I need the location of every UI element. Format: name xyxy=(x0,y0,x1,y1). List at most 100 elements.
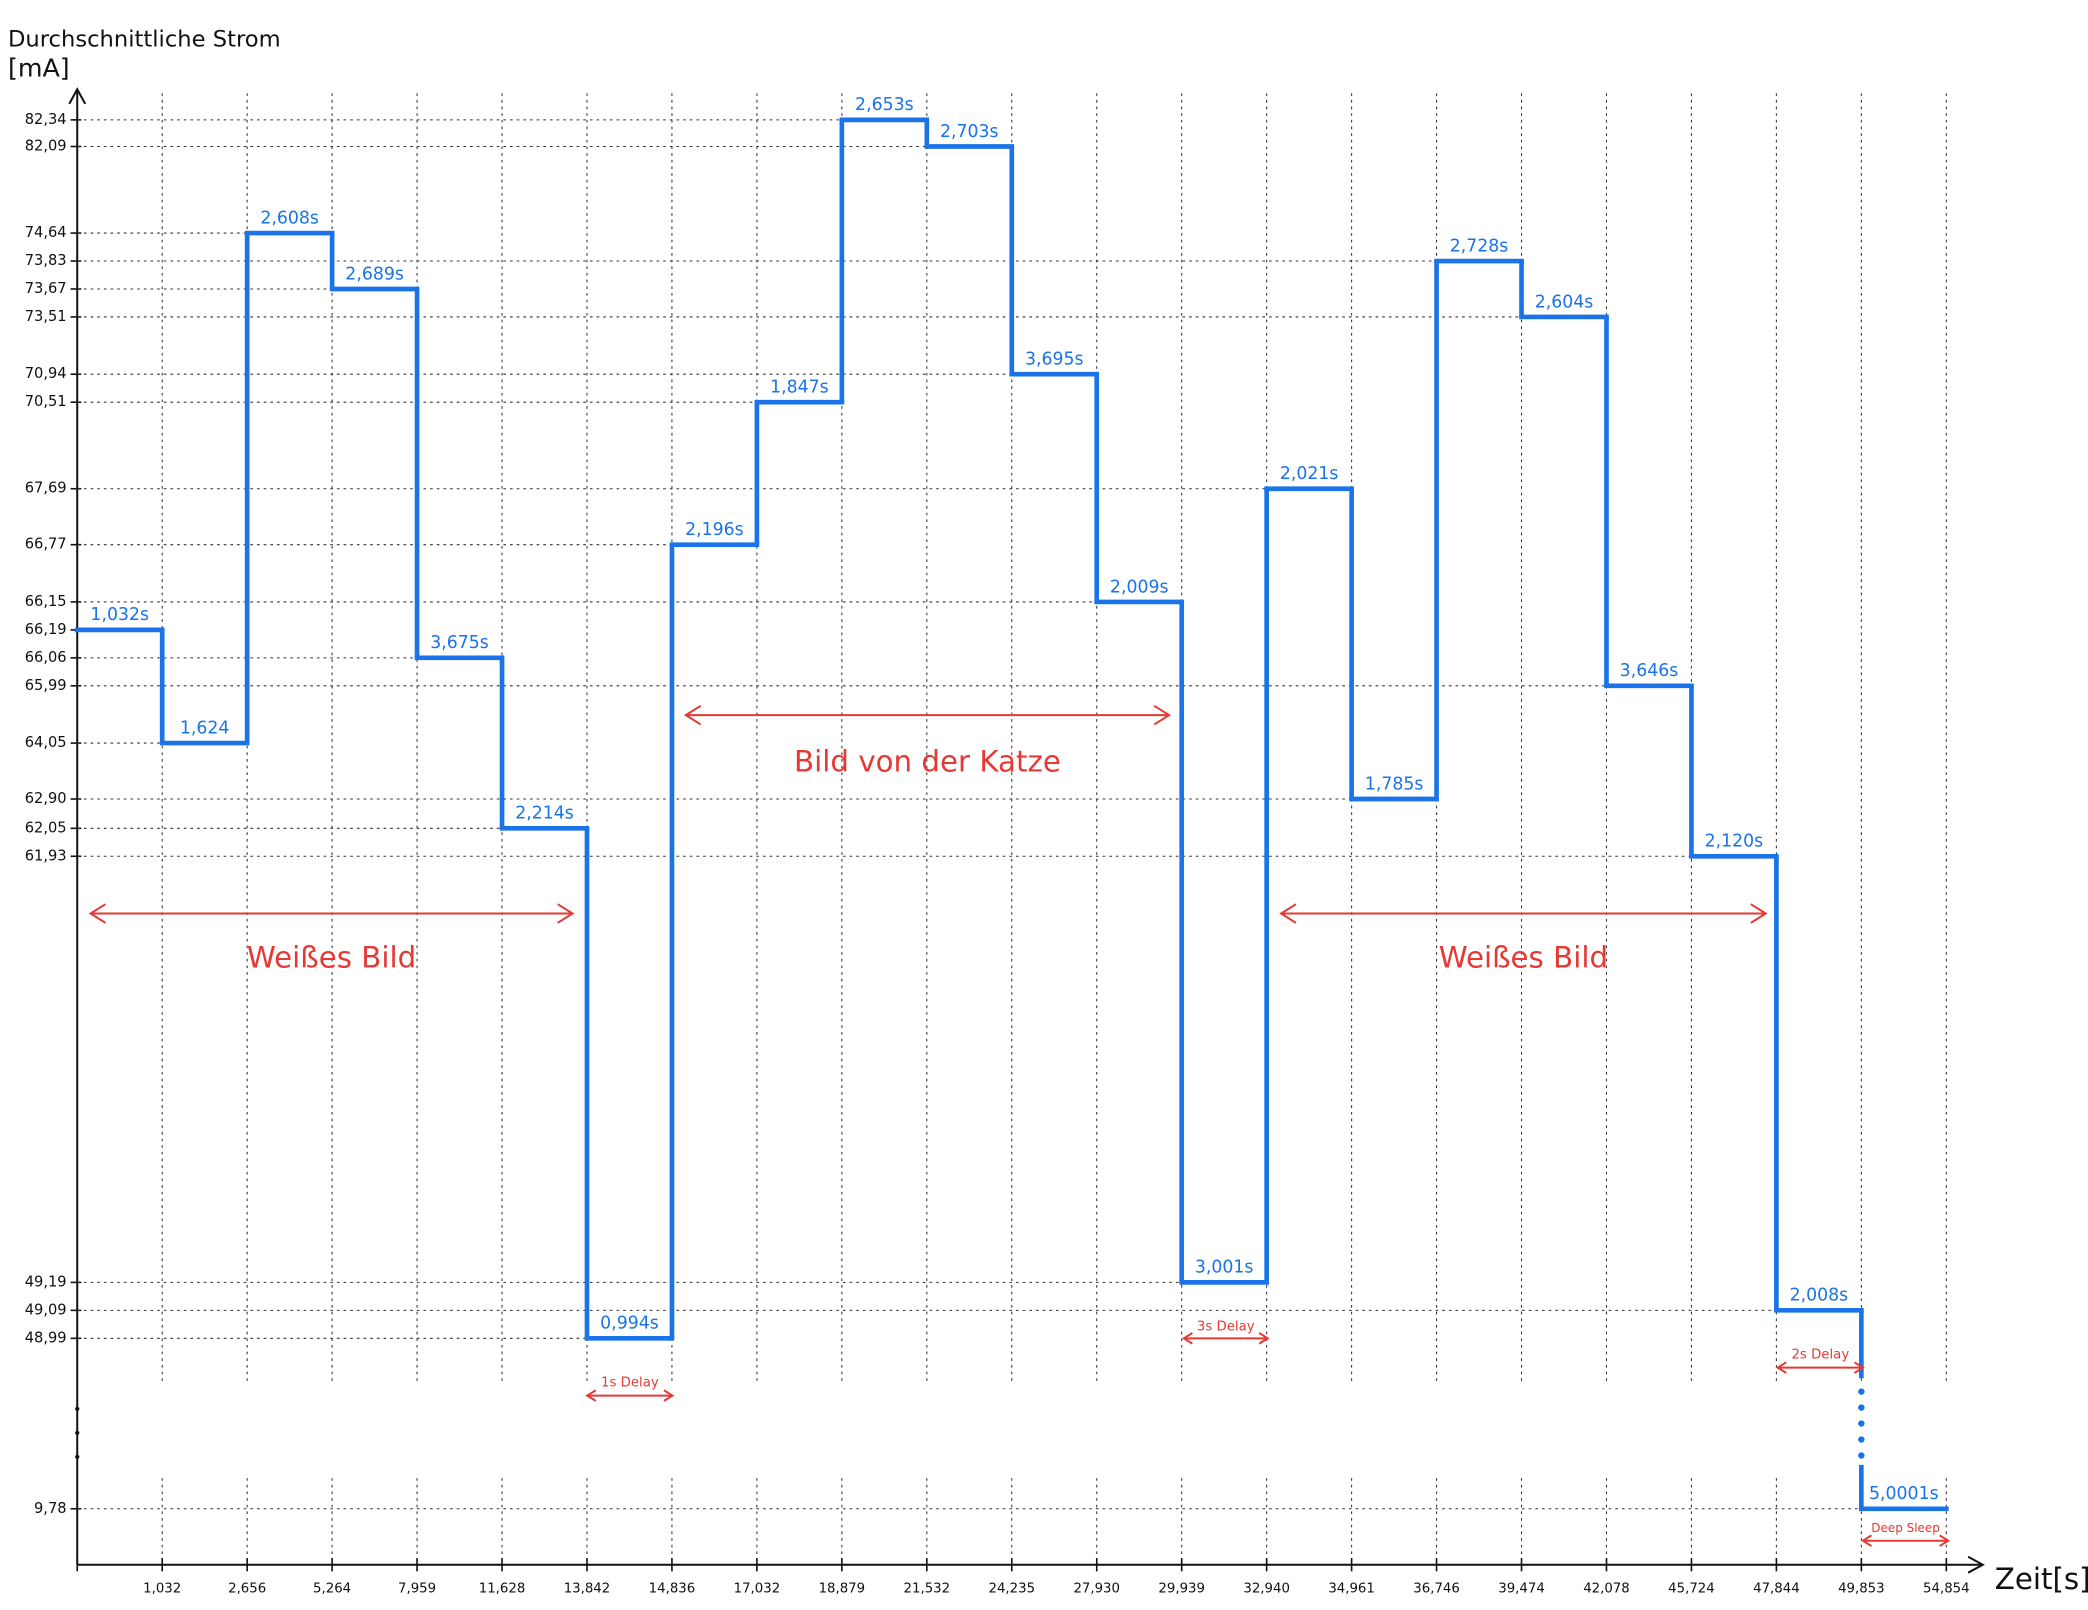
duration-label: 1,032s xyxy=(90,605,149,625)
y-tick-label: 74,64 xyxy=(25,224,67,241)
duration-label: 3,001s xyxy=(1195,1258,1254,1278)
x-tick-label: 11,628 xyxy=(479,1582,526,1597)
axis-break-dot xyxy=(75,1454,80,1459)
y-tick-label: 61,93 xyxy=(25,847,67,864)
duration-label: 2,703s xyxy=(940,122,999,142)
annotation-arrowhead xyxy=(1861,1534,1873,1547)
annotation-label: Deep Sleep xyxy=(1871,1521,1940,1535)
y-tick-label: 66,77 xyxy=(25,536,67,553)
y-tick-label: 73,83 xyxy=(25,252,67,269)
annotation-label: Weißes Bild xyxy=(1439,940,1608,974)
x-tick-label: 47,844 xyxy=(1753,1582,1800,1597)
x-tick-label: 18,879 xyxy=(819,1582,866,1597)
duration-label: 2,120s xyxy=(1705,832,1764,852)
y-tick-label: 73,51 xyxy=(25,308,67,325)
y-tick-label: 49,19 xyxy=(25,1273,67,1290)
y-tick-label: 66,19 xyxy=(25,621,67,638)
duration-label: 3,646s xyxy=(1620,661,1679,681)
duration-label: 2,604s xyxy=(1535,292,1594,312)
x-axis-arrow xyxy=(1967,1555,1985,1574)
duration-label: 2,728s xyxy=(1450,236,1509,256)
duration-label: 2,653s xyxy=(855,95,914,115)
y-tick-label: 73,67 xyxy=(25,280,67,297)
axis-break-dot xyxy=(75,1406,80,1412)
x-tick-label: 45,724 xyxy=(1668,1582,1715,1597)
x-tick-label: 34,961 xyxy=(1328,1582,1375,1597)
x-tick-label: 7,959 xyxy=(398,1582,436,1597)
x-tick-label: 14,836 xyxy=(649,1582,696,1597)
y-tick-label: 49,09 xyxy=(25,1301,67,1318)
annotation-arrowhead xyxy=(1775,1361,1787,1374)
step-break-dot xyxy=(1858,1436,1865,1443)
duration-label: 3,695s xyxy=(1025,350,1084,370)
y-tick-label: 67,69 xyxy=(25,480,67,497)
annotation-arrowhead xyxy=(557,903,575,924)
y-axis-arrow xyxy=(68,87,87,105)
duration-label: 2,009s xyxy=(1110,577,1169,597)
duration-label: 2,008s xyxy=(1790,1286,1849,1306)
duration-label: 5,0001s xyxy=(1869,1484,1939,1504)
duration-label: 1,785s xyxy=(1365,774,1424,794)
annotation-arrowhead xyxy=(1258,1332,1270,1345)
annotation-arrowhead xyxy=(1279,903,1297,924)
duration-label: 2,196s xyxy=(685,520,744,540)
y-axis-title: Durchschnittliche Strom xyxy=(8,26,281,52)
x-tick-label: 42,078 xyxy=(1583,1582,1630,1597)
y-tick-label: 9,78 xyxy=(34,1500,67,1517)
duration-label: 1,847s xyxy=(770,378,829,398)
x-tick-label: 2,656 xyxy=(228,1582,266,1597)
y-tick-label: 64,05 xyxy=(25,734,67,751)
y-tick-label: 82,09 xyxy=(25,138,67,155)
axis-break-dot xyxy=(75,1430,80,1435)
duration-label: 2,021s xyxy=(1280,464,1339,484)
x-tick-label: 36,746 xyxy=(1413,1582,1460,1597)
y-tick-label: 62,05 xyxy=(25,819,67,836)
annotation-label: 2s Delay xyxy=(1791,1347,1849,1362)
x-tick-label: 1,032 xyxy=(143,1582,181,1597)
duration-label: 0,994s xyxy=(600,1314,659,1334)
x-tick-label: 32,940 xyxy=(1243,1582,1290,1597)
x-tick-label: 27,930 xyxy=(1073,1582,1120,1597)
step-break-dot xyxy=(1858,1452,1865,1459)
annotation-arrowhead xyxy=(683,704,702,726)
annotation-arrowhead xyxy=(663,1389,675,1402)
annotation-arrowhead xyxy=(1853,1361,1865,1374)
annotation-label: 1s Delay xyxy=(601,1375,659,1390)
annotation-arrowhead xyxy=(88,903,106,924)
y-tick-label: 66,06 xyxy=(25,649,67,666)
y-tick-label: 65,99 xyxy=(25,677,67,694)
step-break-dot xyxy=(1858,1388,1865,1395)
duration-label: 1,624 xyxy=(180,718,230,738)
y-tick-label: 48,99 xyxy=(25,1329,67,1346)
y-tick-label: 70,94 xyxy=(25,365,67,382)
y-tick-label: 62,90 xyxy=(25,790,67,807)
duration-label: 2,214s xyxy=(515,804,574,824)
duration-label: 3,675s xyxy=(430,633,489,653)
annotation-label: 3s Delay xyxy=(1197,1319,1255,1334)
annotation-arrowhead xyxy=(1939,1534,1951,1547)
x-tick-label: 29,939 xyxy=(1158,1582,1205,1597)
x-tick-label: 21,532 xyxy=(904,1582,951,1597)
annotation-arrowhead xyxy=(1181,1332,1193,1345)
y-axis-unit: [mA] xyxy=(8,53,70,82)
y-tick-label: 70,51 xyxy=(25,393,67,410)
annotation-arrowhead xyxy=(1750,903,1768,924)
annotation-label: Bild von der Katze xyxy=(794,745,1061,779)
x-tick-label: 13,842 xyxy=(564,1582,611,1597)
x-tick-label: 5,264 xyxy=(313,1582,351,1597)
annotation-label: Weißes Bild xyxy=(247,940,416,974)
duration-label: 2,689s xyxy=(345,264,404,284)
annotation-arrowhead xyxy=(585,1389,597,1402)
y-tick-label: 66,15 xyxy=(25,593,67,610)
x-tick-label: 24,235 xyxy=(989,1582,1036,1597)
step-break-dot xyxy=(1858,1420,1865,1427)
x-tick-label: 17,032 xyxy=(734,1582,781,1597)
x-tick-label: 39,474 xyxy=(1498,1582,1545,1597)
annotation-arrowhead xyxy=(1153,704,1172,726)
duration-label: 2,608s xyxy=(260,208,319,228)
step-break-dot xyxy=(1858,1404,1865,1411)
x-axis-title: Zeit[s] xyxy=(1995,1562,2088,1596)
x-tick-label: 54,854 xyxy=(1923,1582,1970,1597)
y-tick-label: 82,34 xyxy=(25,111,67,128)
